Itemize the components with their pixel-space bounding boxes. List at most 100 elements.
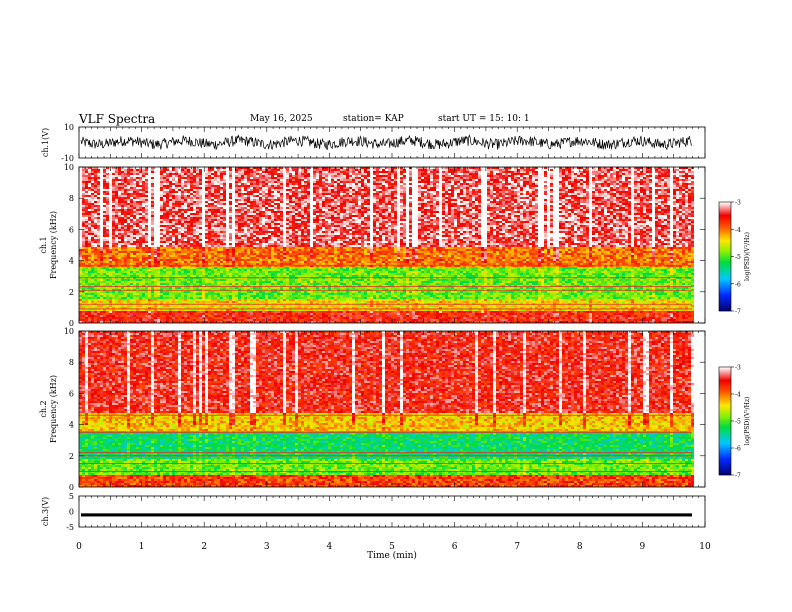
ch1-spectrogram-cell: [172, 227, 175, 229]
ch1-spectrogram-cell: [160, 199, 163, 201]
ch1-spectrogram-cell: [217, 269, 220, 271]
ch1-spectrogram-cell: [238, 211, 241, 213]
ch1-spectrogram-cell: [232, 179, 235, 181]
ch1-spectrogram-cell: [247, 203, 250, 205]
ch1-spectrogram-cell: [259, 241, 262, 243]
ch1-spectrogram-cell: [139, 315, 142, 317]
ch1-spectrogram-cell: [202, 293, 205, 295]
ch1-spectrogram-cell: [172, 255, 175, 257]
ch1-spectrogram-cell: [262, 263, 265, 265]
ch1-spectrogram-cell: [184, 219, 187, 221]
ch1-spectrogram-cell: [118, 299, 121, 301]
ch1-spectrogram-cell: [82, 209, 85, 211]
ch1-spectrogram-cell: [127, 269, 130, 271]
ch1-spectrogram-cell: [97, 241, 100, 243]
ch1-spectrogram-cell: [190, 243, 193, 245]
ch1-spectrogram-cell: [139, 185, 142, 187]
ch1-spectrogram-cell: [193, 223, 196, 225]
ch1-spectrogram-cell: [250, 237, 253, 239]
ch1-spectrogram-cell: [253, 253, 256, 255]
ch1-spectrogram-cell: [196, 267, 199, 269]
ch1-spectrogram-cell: [160, 213, 163, 215]
ch1-spectrogram-cell: [148, 305, 151, 307]
ch1-spectrogram-cell: [202, 207, 205, 209]
ch1-spectrogram-cell: [94, 217, 97, 219]
ch1-spectrogram-cell: [136, 231, 139, 233]
ch1-spectrogram-cell: [79, 233, 82, 235]
ch1-spectrogram-cell: [88, 317, 91, 319]
ch1-spectrogram-cell: [118, 219, 121, 221]
ch1-spectrogram-cell: [217, 185, 220, 187]
ch1-spectrogram-cell: [97, 275, 100, 277]
ch1-spectrogram-cell: [139, 261, 142, 263]
ch1-spectrogram-cell: [247, 189, 250, 191]
ch1-spectrogram-cell: [88, 179, 91, 181]
ch1-spectrogram-cell: [208, 211, 211, 213]
ch1-spectrogram-cell: [121, 267, 124, 269]
ch1-spectrogram-cell: [253, 193, 256, 195]
ch1-spectrogram-cell: [154, 199, 157, 201]
ch1-spectrogram-cell: [169, 223, 172, 225]
ch1-spectrogram-cell: [127, 239, 130, 241]
ch1-spectrogram-cell: [100, 287, 103, 289]
ch1-spectrogram-cell: [232, 195, 235, 197]
ch1-spectrogram-cell: [118, 313, 121, 315]
ch1-spectrogram-cell: [166, 173, 169, 175]
ch1-spectrogram-cell: [184, 195, 187, 197]
ch1-spectrogram-cell: [148, 211, 151, 213]
ch1-spectrogram-cell: [178, 267, 181, 269]
ch1-spectrogram-cell: [250, 187, 253, 189]
ch1-spectrogram-cell: [133, 235, 136, 237]
ch1-spectrogram-cell: [196, 243, 199, 245]
ch1-spectrogram-cell: [106, 283, 109, 285]
ch1-spectrogram-cell: [259, 189, 262, 191]
ch1-spectrogram-cell: [127, 235, 130, 237]
ch1-spectrogram-cell: [172, 263, 175, 265]
ch1-spectrogram-cell: [250, 169, 253, 171]
ch1-spectrogram-cell: [208, 229, 211, 231]
ch1-spectrogram-cell: [235, 259, 238, 261]
ch1-spectrogram-cell: [238, 267, 241, 269]
ch1-spectrogram-cell: [169, 189, 172, 191]
ch1-spectrogram-cell: [133, 189, 136, 191]
ch1-spectrogram-cell: [82, 301, 85, 303]
ch1-spectrogram-cell: [181, 229, 184, 231]
ch1-spectrogram-cell: [220, 179, 223, 181]
ch1-spectrogram-cell: [79, 247, 82, 249]
ch1-spectrogram-cell: [253, 305, 256, 307]
ch1-spectrogram-cell: [151, 243, 154, 245]
ch1-spectrogram-cell: [193, 171, 196, 173]
ch1-spectrogram-cell: [223, 297, 226, 299]
ch1-spectrogram-cell: [247, 209, 250, 211]
ch1-spectrogram-cell: [97, 265, 100, 267]
ch1-spectrogram-cell: [136, 291, 139, 293]
ch1-spectrogram-cell: [220, 321, 223, 323]
ch1-spectrogram-cell: [154, 279, 157, 281]
ch1-spectrogram-cell: [100, 243, 103, 245]
ch1-spectrogram-cell: [154, 173, 157, 175]
ch1-spectrogram-cell: [241, 179, 244, 181]
ch1-spectrogram-cell: [241, 299, 244, 301]
ch1-spectrogram-cell: [94, 209, 97, 211]
ch1-spectrogram-cell: [250, 307, 253, 309]
ch1-spectrogram-cell: [154, 295, 157, 297]
ch1-spectrogram-cell: [259, 249, 262, 251]
ch1-spectrogram-cell: [157, 247, 160, 249]
ch1-spectrogram-cell: [184, 199, 187, 201]
ch1-spectrogram-cell: [169, 201, 172, 203]
ch1-spectrogram-cell: [214, 181, 217, 183]
ch1-spectrogram-cell: [109, 301, 112, 303]
ch1-spectrogram-cell: [163, 307, 166, 309]
ch1-spectrogram-cell: [166, 169, 169, 171]
ch1-spectrogram-cell: [130, 293, 133, 295]
ch1-spectrogram-cell: [103, 195, 106, 197]
ch1-spectrogram-cell: [181, 259, 184, 261]
ch1-spectrogram-cell: [142, 275, 145, 277]
ch1-spectrogram-cell: [244, 313, 247, 315]
ch1-spectrogram-cell: [115, 169, 118, 171]
ch1-spectrogram-cell: [226, 275, 229, 277]
ch1-spectrogram-cell: [130, 237, 133, 239]
ch1-spectrogram-cell: [148, 241, 151, 243]
ch1-spectrogram-cell: [181, 239, 184, 241]
